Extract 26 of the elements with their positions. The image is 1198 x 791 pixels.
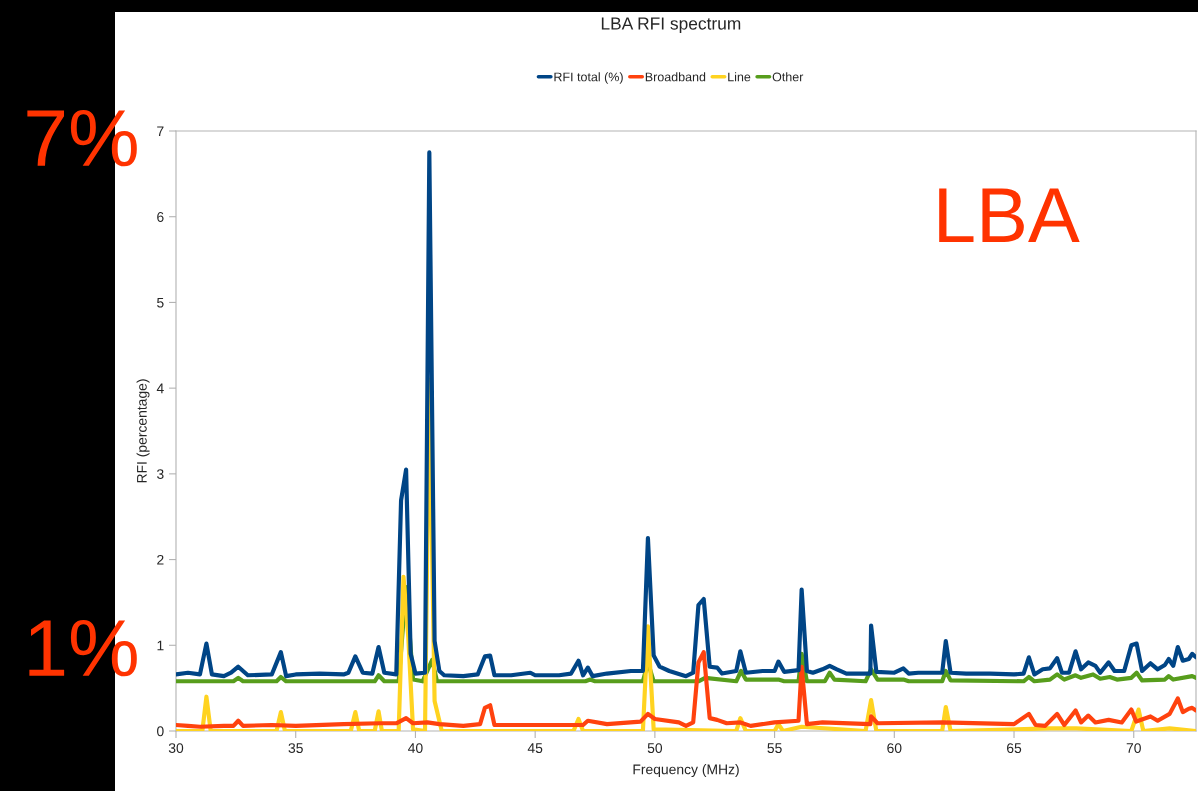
legend-label: Broadband [645, 72, 706, 82]
x-axis-title: Frequency (MHz) [633, 764, 739, 778]
chart-title: LBA RFI spectrum [601, 17, 741, 34]
x-tick-label: 40 [408, 743, 423, 754]
y-tick-label: 2 [157, 554, 164, 565]
y-tick-label: 5 [157, 297, 164, 308]
y-tick-label: 7 [157, 126, 164, 137]
y-tick-label: 1 [157, 640, 164, 651]
legend-label: Other [772, 72, 804, 82]
x-tick-label: 60 [887, 743, 902, 754]
x-tick-label: 65 [1007, 743, 1022, 754]
y-tick-label: 6 [157, 212, 164, 222]
y-tick-label: 3 [157, 469, 164, 480]
y-axis-title: RFI (percentage) [136, 379, 150, 483]
legend-label: Line [728, 72, 751, 82]
x-tick-label: 70 [1126, 743, 1141, 754]
x-tick-label: 55 [767, 743, 782, 754]
x-tick-label: 50 [647, 743, 663, 754]
annotation: LBA [939, 188, 1080, 243]
x-tick-label: 30 [168, 743, 184, 754]
x-tick-label: 35 [288, 743, 303, 754]
x-tick-label: 45 [527, 743, 543, 754]
line-series [176, 150, 1196, 679]
y-tick-label: 4 [156, 383, 164, 394]
y-tick-label: 0 [157, 726, 164, 737]
legend-label: RFI total (%) [554, 72, 623, 84]
